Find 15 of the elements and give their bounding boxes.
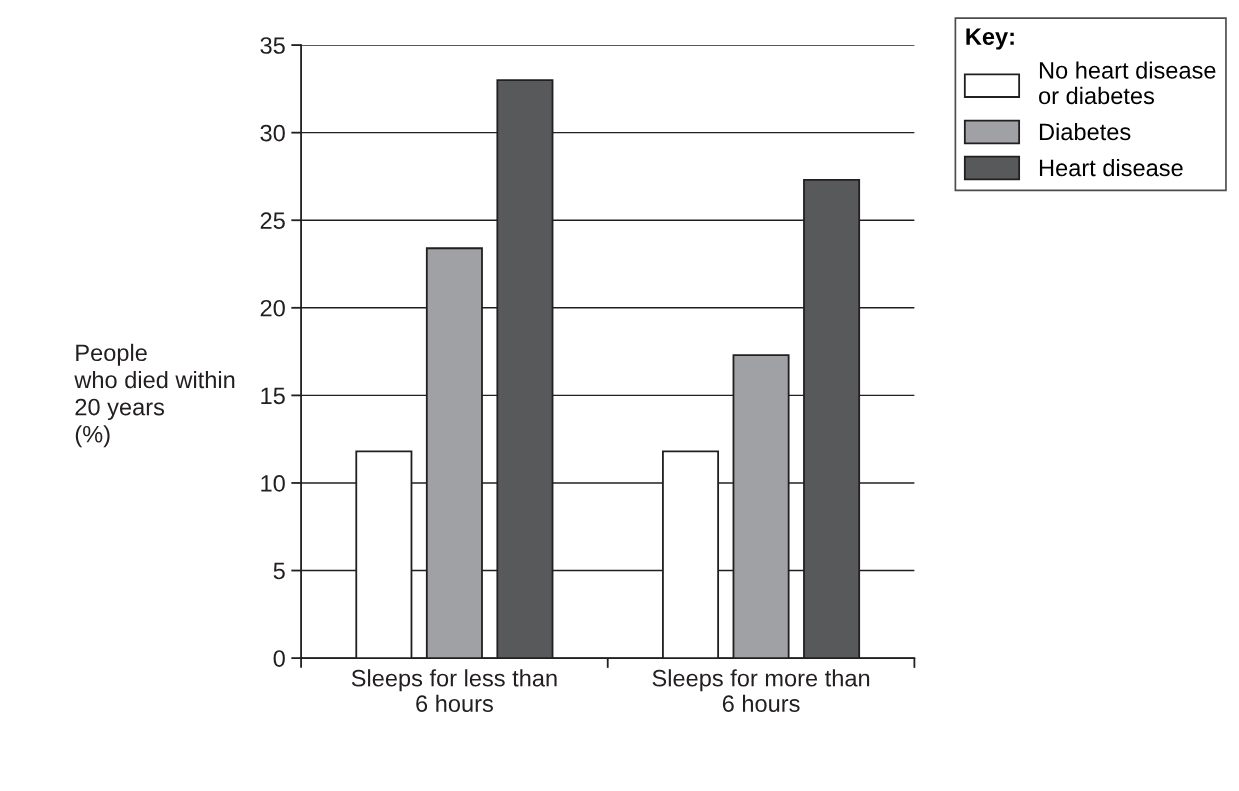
y-tick-label: 0 bbox=[273, 650, 285, 667]
x-tick-label: Sleeps for more than 6 hours bbox=[652, 669, 870, 712]
y-tick-label: 5 bbox=[273, 562, 285, 580]
y-tick-label: 20 bbox=[260, 299, 285, 317]
y-tick-label: 15 bbox=[261, 387, 285, 405]
y-tick-label: 30 bbox=[260, 124, 285, 142]
legend-label: Heart disease bbox=[1039, 158, 1183, 177]
y-tick-label: 35 bbox=[260, 37, 285, 54]
legend-label: Diabetes bbox=[1039, 122, 1131, 141]
y-tick-label: 25 bbox=[260, 212, 285, 230]
legend-label: No heart disease or diabetes bbox=[1039, 61, 1216, 105]
y-tick-label: 10 bbox=[261, 475, 285, 492]
y-axis-title: People who died within 20 years (%) bbox=[74, 343, 235, 448]
x-tick-label: Sleeps for less than 6 hours bbox=[351, 669, 557, 712]
legend-title: Key: bbox=[966, 28, 1014, 50]
